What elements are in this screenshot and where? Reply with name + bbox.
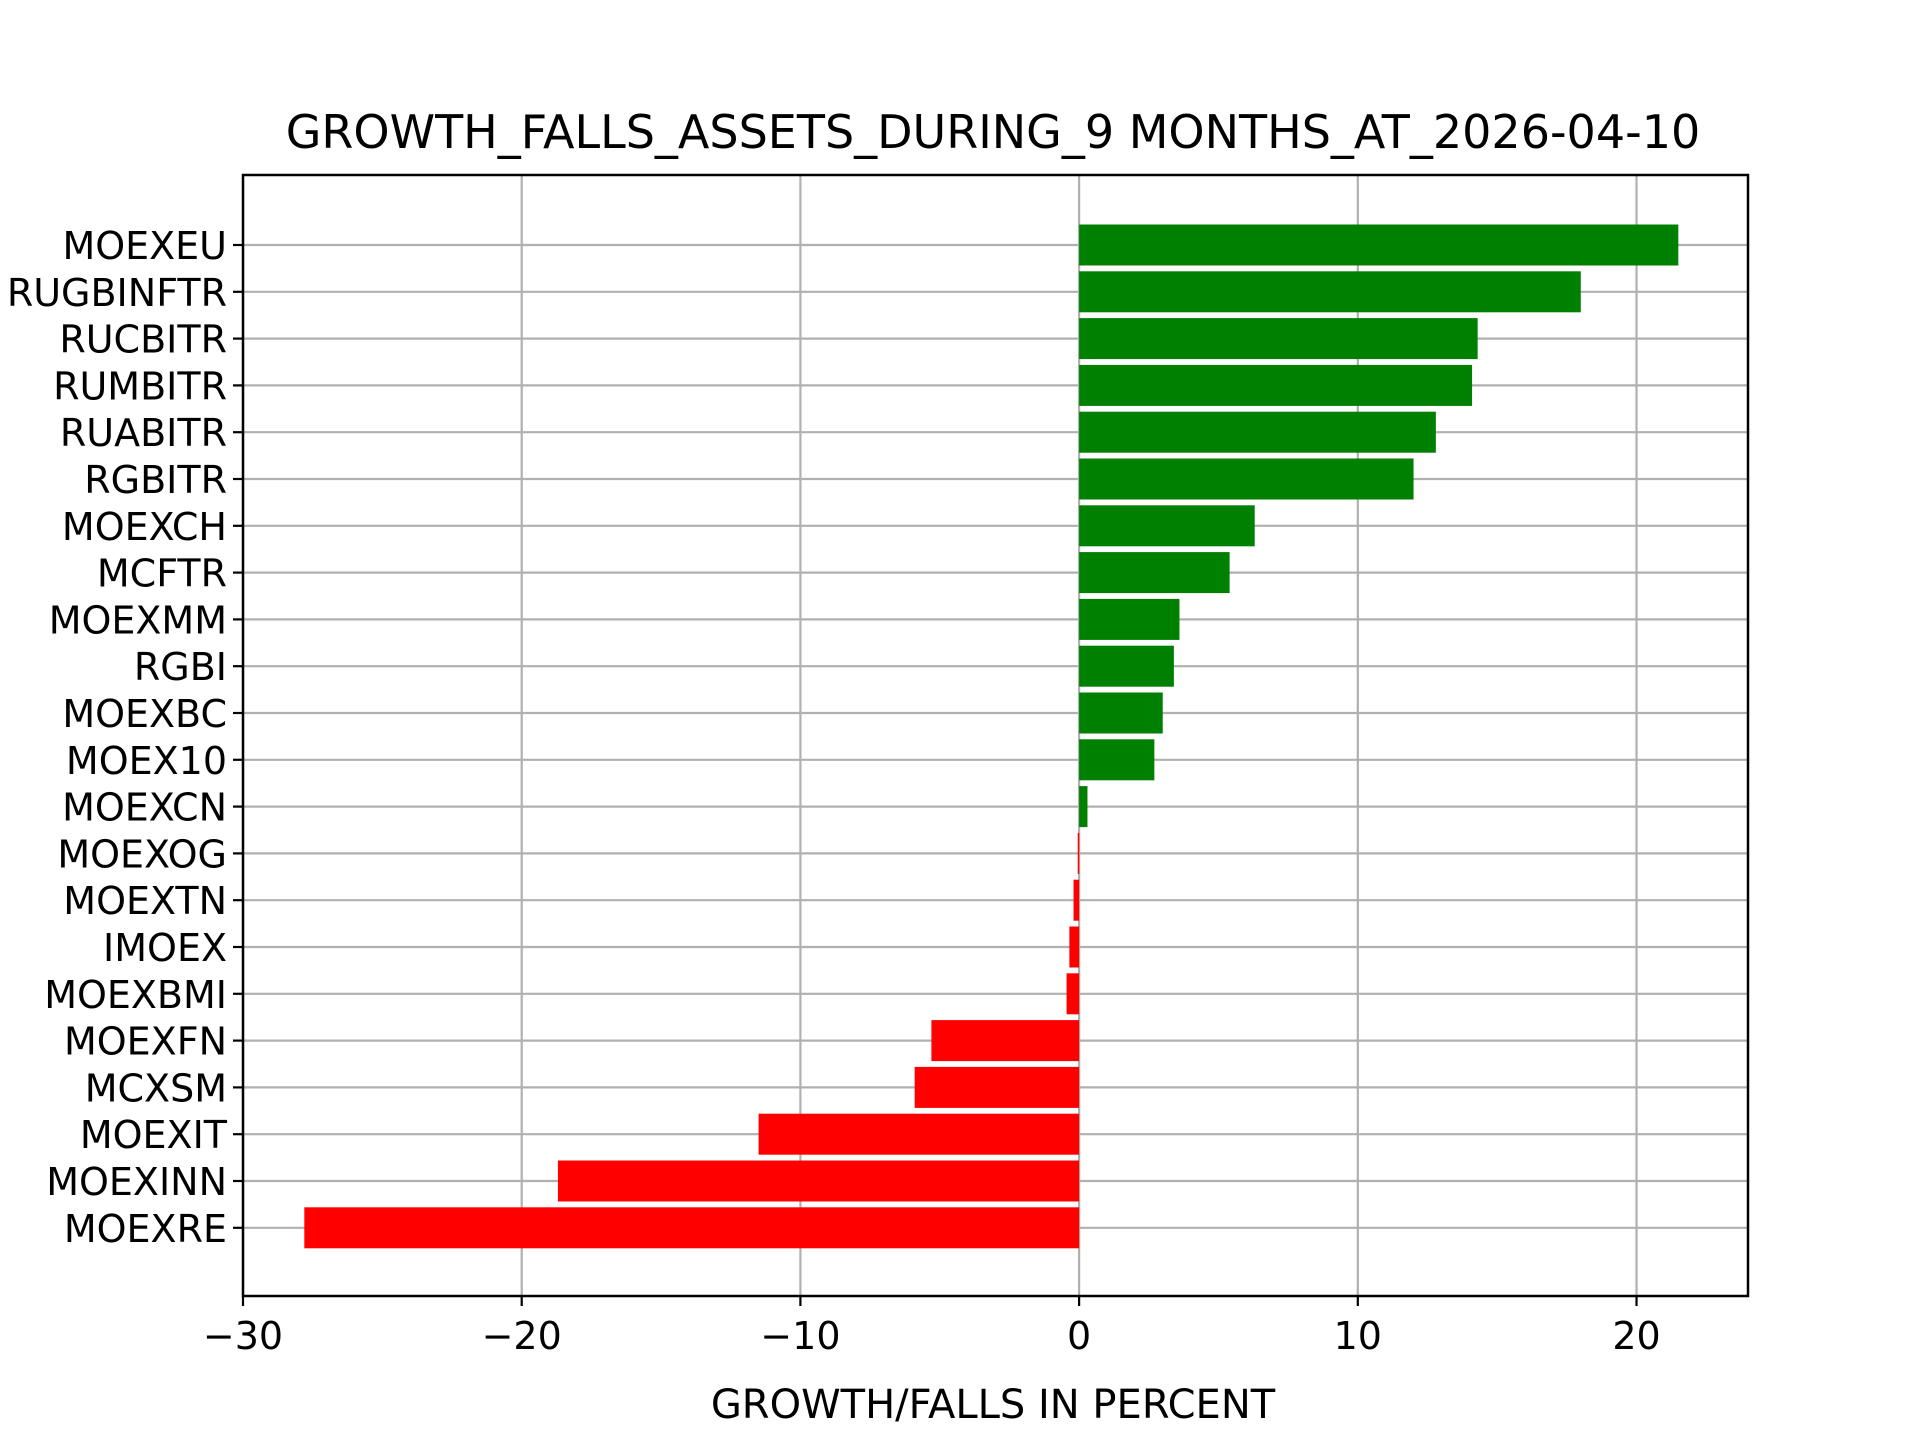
y-tick-label: MOEXINN xyxy=(46,1160,227,1204)
bar-moexre xyxy=(304,1207,1080,1249)
bar-moexfn xyxy=(931,1020,1080,1062)
bar-mcftr xyxy=(1079,552,1230,594)
y-tick-label: RUCBITR xyxy=(59,318,227,362)
chart-title: GROWTH_FALLS_ASSETS_DURING_9 MONTHS_AT_2… xyxy=(286,105,1700,159)
x-axis-ticks: −30 −20 −10 0 10 20 xyxy=(203,1296,1661,1358)
plot-frame xyxy=(241,173,1750,1298)
y-tick-label: MCXSM xyxy=(85,1066,227,1110)
x-tick-label: −20 xyxy=(482,1314,562,1358)
y-tick-label: RUGBINFTR xyxy=(7,271,227,315)
bar-moexmm xyxy=(1079,598,1180,640)
y-tick-label: MOEXBMI xyxy=(44,973,227,1017)
bars xyxy=(304,224,1679,1249)
x-tick-label: −30 xyxy=(203,1314,283,1358)
bar-moexinn xyxy=(557,1160,1080,1202)
y-tick-label: MOEXIT xyxy=(80,1113,228,1157)
y-tick-label: RUMBITR xyxy=(53,364,227,408)
y-tick-label: RUABITR xyxy=(60,411,227,455)
bar-moextn xyxy=(1073,879,1080,921)
y-tick-label: MOEXBC xyxy=(62,692,227,736)
bar-rucbitr xyxy=(1079,318,1478,360)
bar-rgbitr xyxy=(1079,458,1414,500)
bar-rumbitr xyxy=(1079,364,1473,406)
y-tick-label: MOEX10 xyxy=(66,739,227,783)
y-tick-label: MOEXCN xyxy=(62,786,227,830)
bar-rugbinftr xyxy=(1079,271,1581,313)
bar-moexeu xyxy=(1079,224,1679,266)
x-tick-label: 20 xyxy=(1612,1314,1660,1358)
y-tick-label: MOEXRE xyxy=(64,1207,227,1251)
y-tick-label: MOEXCH xyxy=(62,505,227,549)
y-tick-label: MOEXOG xyxy=(57,832,227,876)
grid-lines xyxy=(241,175,1748,1296)
y-tick-label: MOEXTN xyxy=(63,879,227,923)
y-axis-ticks: MOEXEURUGBINFTRRUCBITRRUMBITRRUABITRRGBI… xyxy=(7,224,243,1251)
bar-ruabitr xyxy=(1079,411,1436,453)
y-tick-label: MCFTR xyxy=(97,552,227,596)
y-tick-label: IMOEX xyxy=(103,926,227,970)
x-tick-label: 0 xyxy=(1067,1314,1091,1358)
y-tick-label: MOEXEU xyxy=(62,224,227,268)
bar-rgbi xyxy=(1079,645,1174,687)
x-tick-label: −10 xyxy=(760,1314,840,1358)
x-axis-label: GROWTH/FALLS IN PERCENT xyxy=(711,1382,1276,1428)
x-tick-label: 10 xyxy=(1334,1314,1382,1358)
bar-moex10 xyxy=(1079,739,1155,781)
bar-moexit xyxy=(758,1113,1080,1155)
bar-moexcn xyxy=(1079,786,1088,828)
y-tick-label: RGBI xyxy=(134,645,227,689)
y-tick-label: MOEXMM xyxy=(49,598,227,642)
bar-mcxsm xyxy=(914,1066,1080,1108)
y-tick-label: RGBITR xyxy=(84,458,227,502)
bar-moexbmi xyxy=(1066,973,1080,1015)
bar-moexbc xyxy=(1079,692,1163,734)
bar-moexog xyxy=(1077,832,1080,874)
bar-imoex xyxy=(1069,926,1080,968)
bar-moexch xyxy=(1079,505,1255,547)
y-tick-label: MOEXFN xyxy=(64,1020,227,1064)
